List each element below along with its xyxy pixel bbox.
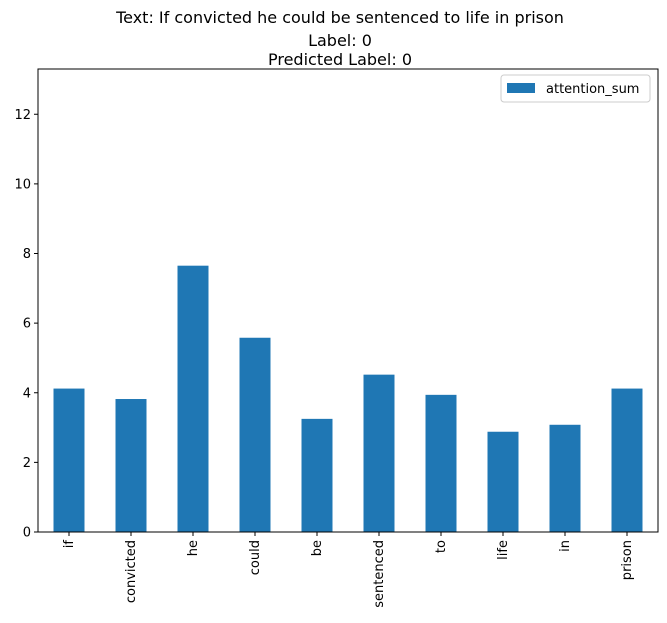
x-tick-label: in [558,540,573,552]
y-tick-label: 10 [14,177,31,192]
y-tick-label: 2 [23,456,31,471]
legend-box [500,74,651,103]
x-tick-label: be [310,540,325,556]
y-tick-label: 6 [23,317,31,332]
bar-could [239,337,271,532]
bar-in [549,424,581,532]
plot-frame [37,68,659,533]
bar-be [301,418,333,532]
x-tick-label: if [62,540,77,549]
x-tick-label: prison [620,540,635,580]
y-tick-label: 12 [14,108,31,123]
chart-title-predicted-label: Predicted Label: 0 [267,50,412,69]
bar-if [53,388,85,532]
bar-sentenced [363,374,395,532]
bar-he [177,265,209,532]
x-tick-label: to [434,540,449,553]
chart-title-text: Text: If convicted he could be sentenced… [116,8,564,27]
bar-to [425,394,457,532]
legend-swatch [507,83,535,93]
y-tick-label: 4 [23,386,31,401]
x-ticks-group: if convicted he could be sentenced to life in pri… [62,532,635,608]
x-tick-label: life [496,540,511,560]
legend-label: attention_sum [546,82,639,97]
x-tick-label: could [248,540,263,575]
x-tick-label: he [186,540,201,556]
bar-life [487,431,519,532]
y-ticks-group: 0 2 4 6 8 10 12 [14,108,38,541]
bar-prison [611,388,643,532]
bars-group [53,265,643,532]
y-tick-label: 8 [23,247,31,262]
x-tick-label: convicted [124,540,139,603]
bar-convicted [115,399,147,532]
chart-title-label: Label: 0 [308,31,372,50]
legend: attention_sum [500,74,651,103]
x-tick-label: sentenced [372,540,387,608]
y-tick-label: 0 [23,526,31,541]
